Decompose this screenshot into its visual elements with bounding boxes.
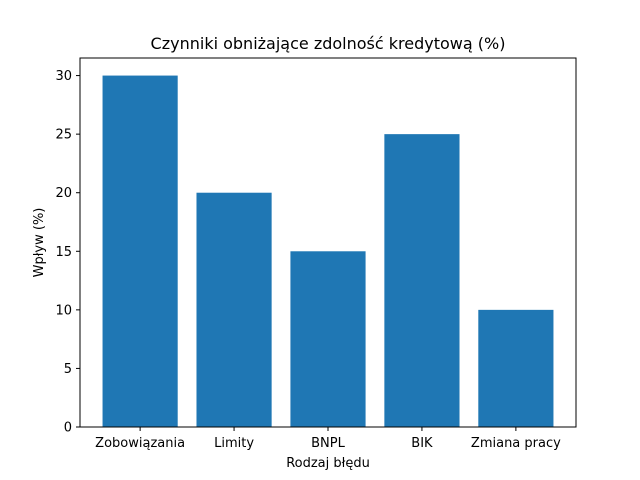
bar-0 (102, 75, 178, 428)
bar-3 (384, 134, 460, 427)
y-tick-label-0: 0 (64, 421, 72, 436)
y-tick-label-5: 25 (55, 128, 72, 143)
y-axis: 0 5 10 15 20 25 30 (55, 69, 80, 436)
bar-2 (290, 251, 366, 427)
bars-group (102, 75, 554, 428)
y-tick-label-1: 5 (64, 362, 72, 377)
x-tick-label-4: Zmiana pracy (471, 436, 561, 451)
bar-4 (478, 309, 554, 427)
y-tick-label-4: 20 (55, 186, 72, 201)
x-tick-label-3: BIK (411, 436, 433, 451)
x-tick-label-2: BNPL (311, 436, 345, 451)
x-tick-label-0: Zobowiązania (95, 436, 185, 451)
x-tick-label-1: Limity (214, 436, 254, 451)
plot-frame (79, 57, 577, 428)
y-axis-label: Wpływ (%) (32, 208, 47, 278)
x-axis-label: Rodzaj błędu (286, 456, 370, 471)
y-tick-label-2: 10 (55, 303, 72, 318)
bar-1 (196, 192, 272, 427)
y-tick-label-6: 30 (55, 69, 72, 84)
chart-title: Czynniki obniżające zdolność kredytową (… (151, 34, 506, 53)
y-tick-label-3: 15 (55, 245, 72, 260)
x-axis: Zobowiązania Limity BNPL BIK Zmiana pracy (95, 427, 561, 451)
